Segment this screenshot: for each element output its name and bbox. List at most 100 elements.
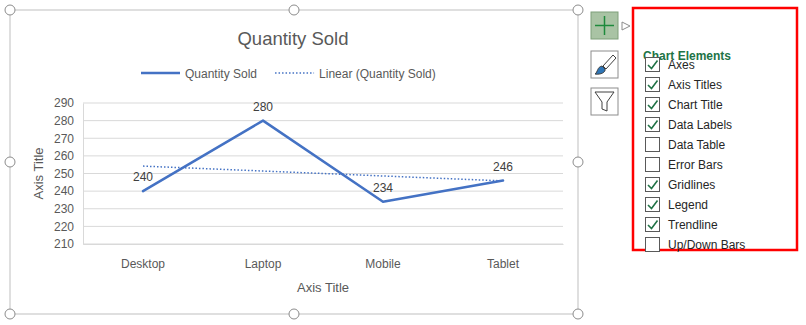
resize-handle[interactable] [289, 5, 299, 15]
y-tick: 250 [54, 167, 83, 181]
checkbox[interactable] [646, 198, 660, 212]
panel-item-label[interactable]: Axes [668, 58, 695, 72]
panel-item[interactable]: Legend [646, 198, 709, 213]
panel-frame [633, 8, 797, 250]
y-tick: 230 [54, 202, 83, 216]
panel-item[interactable]: Axes [646, 58, 695, 73]
chart-elements-panel: Chart ElementsAxesAxis TitlesChart Title… [633, 8, 797, 252]
x-tick-label: Desktop [121, 257, 165, 271]
y-tick-label: 250 [54, 167, 74, 181]
checkmark [648, 201, 658, 209]
data-label: 240 [133, 170, 153, 184]
checkbox[interactable] [646, 118, 660, 132]
trendline [143, 166, 503, 181]
x-tick: Mobile [365, 244, 401, 271]
panel-item[interactable]: Axis Titles [646, 78, 723, 93]
panel-item[interactable]: Data Table [646, 138, 726, 153]
chart-frame[interactable] [10, 10, 578, 314]
panel-item-label[interactable]: Trendline [668, 218, 718, 232]
panel-item[interactable]: Trendline [646, 218, 718, 233]
panel-item-label[interactable]: Legend [668, 198, 708, 212]
y-tick: 210 [54, 237, 83, 251]
x-axis-title: Axis Title [297, 280, 349, 295]
panel-item-label[interactable]: Gridlines [668, 178, 715, 192]
y-tick: 220 [54, 220, 83, 234]
panel-item[interactable]: Up/Down Bars [646, 238, 746, 253]
series-line [143, 121, 503, 202]
checkbox[interactable] [646, 78, 660, 92]
panel-item-label[interactable]: Chart Title [668, 98, 723, 112]
y-tick: 260 [54, 149, 83, 163]
legend-swatch [141, 72, 180, 75]
y-tick: 240 [54, 184, 83, 198]
panel-item-label[interactable]: Error Bars [668, 158, 723, 172]
y-tick-label: 280 [54, 114, 74, 128]
y-tick: 270 [54, 132, 83, 146]
x-axis: Desktop Laptop Mobile Tablet [84, 244, 564, 271]
panel-item[interactable]: Chart Title [646, 98, 724, 113]
panel-item-label[interactable]: Up/Down Bars [668, 238, 745, 252]
resize-handle[interactable] [573, 309, 583, 319]
resize-handle[interactable] [5, 5, 15, 15]
y-tick-label: 210 [54, 237, 74, 251]
legend-swatch [275, 72, 314, 74]
panel-item[interactable]: Gridlines [646, 178, 716, 193]
checkbox[interactable] [646, 58, 660, 72]
legend-item: Linear (Quantity Sold) [275, 67, 436, 81]
plot-marks [143, 121, 503, 202]
checkmark [648, 221, 658, 229]
resize-handle[interactable] [5, 309, 15, 319]
y-tick-label: 240 [54, 184, 74, 198]
panel-item[interactable]: Data Labels [646, 118, 733, 133]
panel-item-label[interactable]: Axis Titles [668, 78, 722, 92]
gridline [83, 226, 563, 227]
checkbox[interactable] [646, 138, 660, 152]
y-tick: 290 [54, 96, 83, 110]
resize-handle[interactable] [5, 157, 15, 167]
checkbox[interactable] [646, 158, 660, 172]
x-tick: Laptop [245, 244, 282, 271]
checkbox[interactable] [646, 98, 660, 112]
y-axis-line [83, 104, 84, 245]
chart-styles-button[interactable] [591, 51, 618, 78]
checkbox[interactable] [646, 178, 660, 192]
legend-label: Linear (Quantity Sold) [319, 67, 436, 81]
gridline [83, 120, 563, 121]
y-tick-label: 260 [54, 149, 74, 163]
data-label: 234 [373, 181, 393, 195]
panel-item[interactable]: Error Bars [646, 158, 723, 173]
y-tick-label: 290 [54, 96, 74, 110]
x-tick-label: Tablet [487, 257, 520, 271]
gridline [83, 138, 563, 139]
resize-handle[interactable] [573, 5, 583, 15]
gridline [83, 173, 563, 174]
x-tick-label: Laptop [245, 257, 282, 271]
panel-item-label[interactable]: Data Table [668, 138, 725, 152]
checkmark [648, 181, 658, 189]
x-tick: Desktop [121, 244, 165, 271]
chart-title: Quantity Sold [237, 28, 348, 49]
checkbox[interactable] [646, 238, 660, 252]
chart-elements-button[interactable] [591, 12, 618, 39]
x-tick: Tablet [487, 244, 520, 271]
data-label: 246 [493, 160, 513, 174]
resize-handle[interactable] [289, 309, 299, 319]
gridlines [83, 103, 563, 244]
gridline [83, 155, 563, 156]
y-tick-label: 270 [54, 132, 74, 146]
gridline [83, 191, 563, 192]
chart-filters-button[interactable] [591, 88, 618, 115]
checkmark [648, 81, 658, 89]
panel-item-label[interactable]: Data Labels [668, 118, 732, 132]
checkbox[interactable] [646, 218, 660, 232]
y-axis-title: Axis Title [31, 147, 46, 199]
y-tick-label: 220 [54, 220, 74, 234]
gridline [83, 103, 563, 104]
x-axis-line [84, 244, 564, 245]
legend: Quantity SoldLinear (Quantity Sold) [141, 67, 436, 81]
y-tick: 280 [54, 114, 83, 128]
checkmark [648, 61, 658, 69]
resize-handle[interactable] [573, 157, 583, 167]
data-labels: 240280234246 [133, 100, 513, 195]
checkmark [648, 101, 658, 109]
